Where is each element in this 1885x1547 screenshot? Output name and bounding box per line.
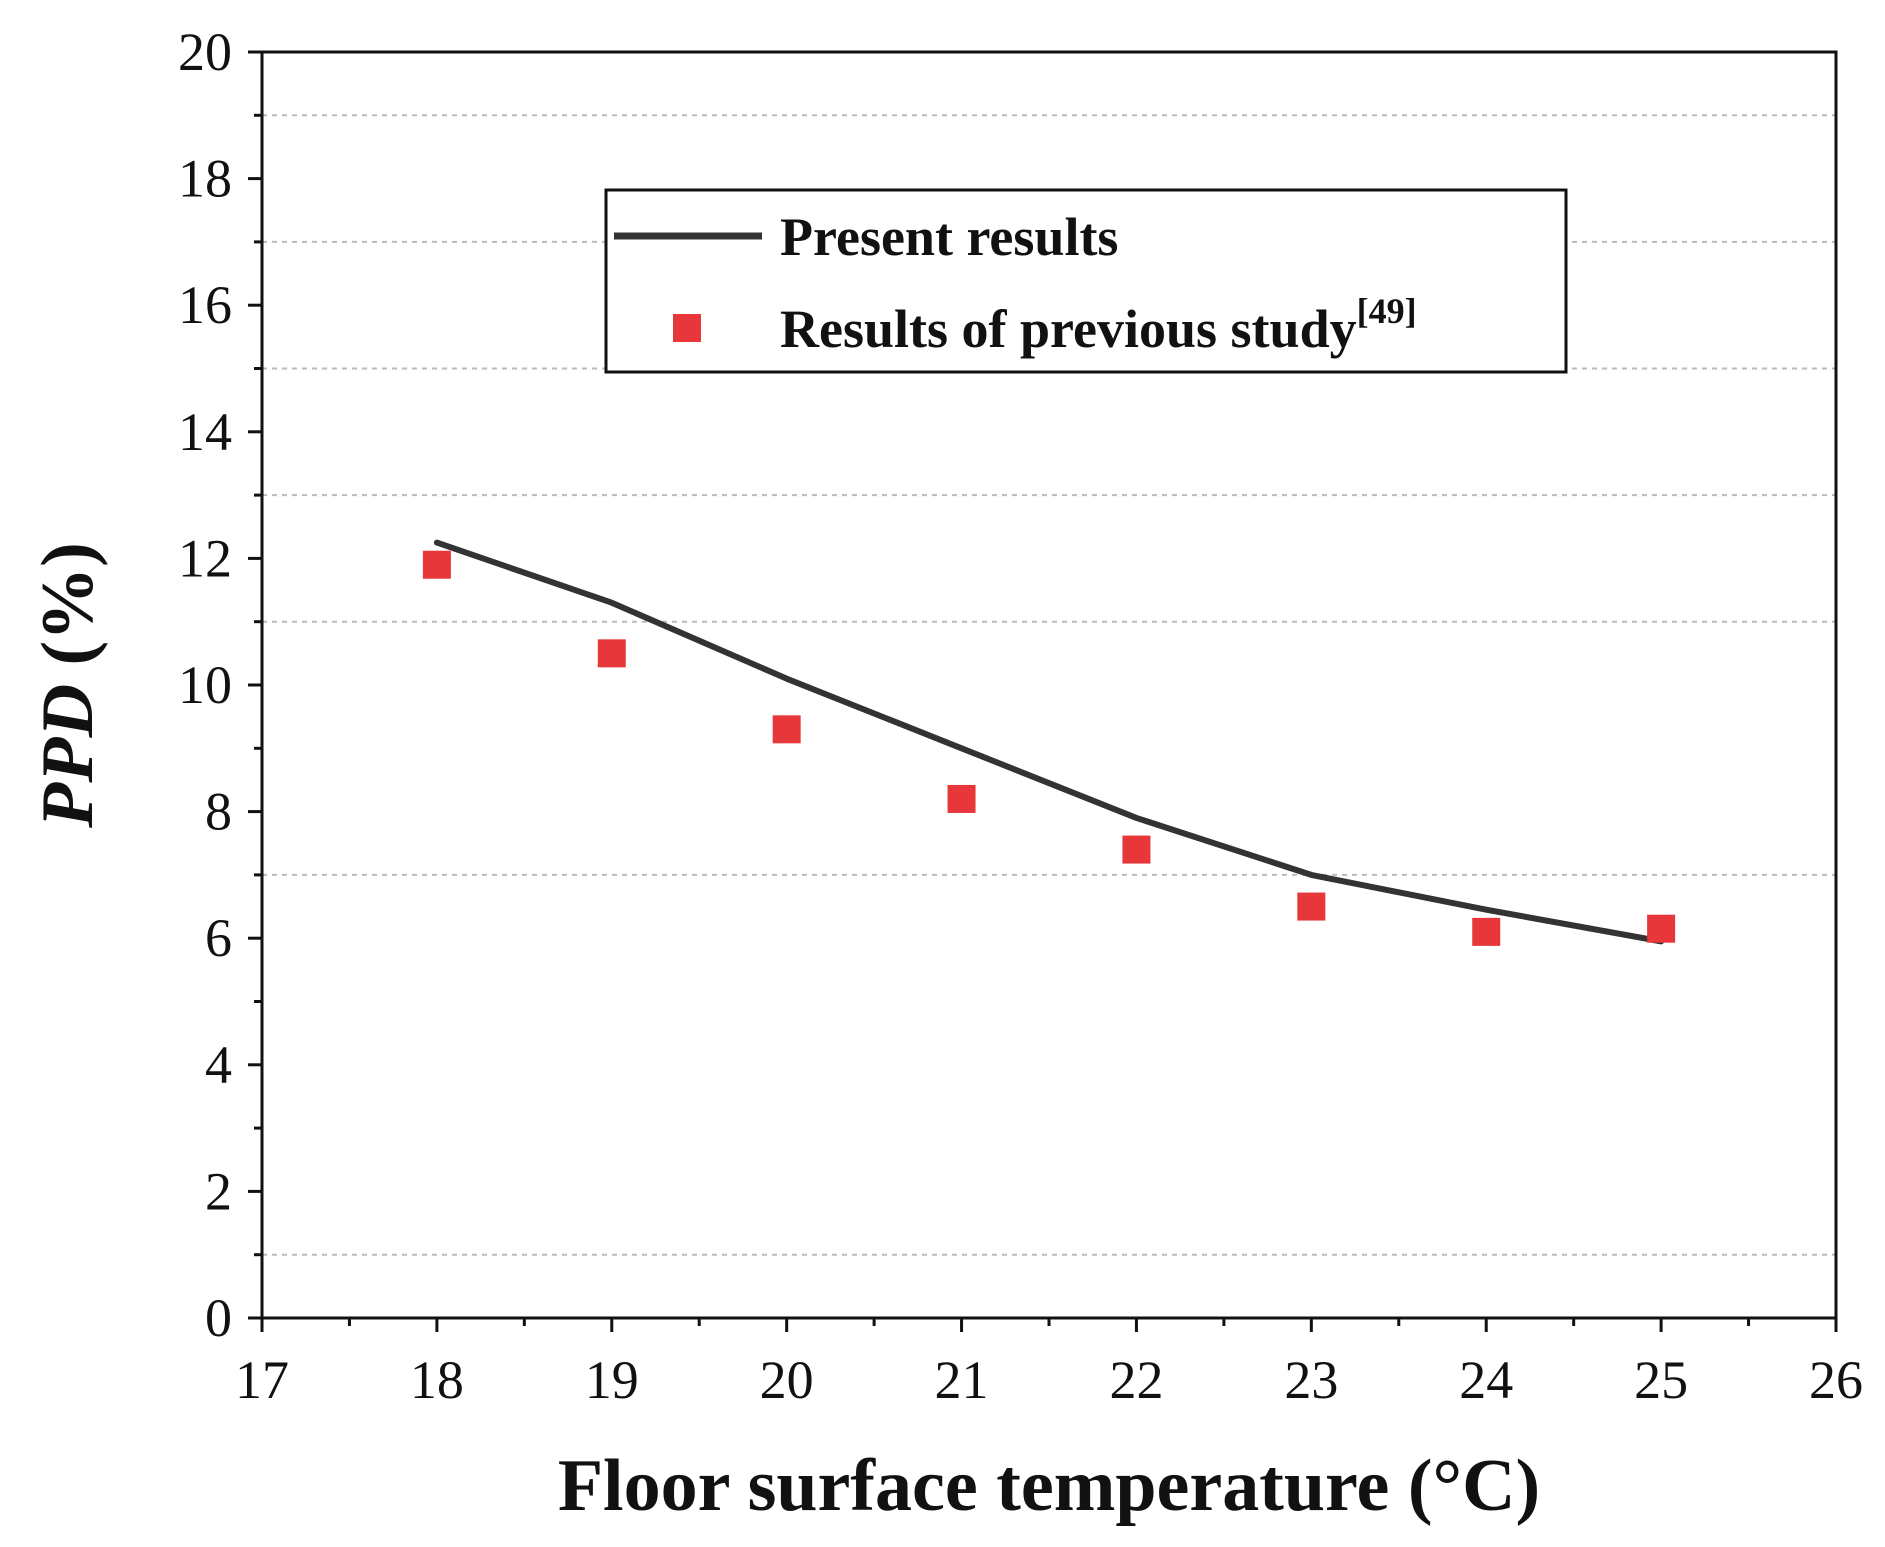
x-tick-label: 17 bbox=[235, 1350, 289, 1410]
y-axis-title-italic: PPD bbox=[27, 684, 109, 829]
previous-study-point bbox=[772, 715, 801, 744]
x-tick-label: 21 bbox=[935, 1350, 989, 1410]
legend-box bbox=[604, 188, 1568, 374]
y-tick-label: 12 bbox=[178, 528, 232, 588]
y-axis-title-unit: (%) bbox=[27, 542, 109, 684]
y-axis-title: PPD (%) bbox=[27, 542, 109, 829]
legend-label-previous-study-superscript: [49] bbox=[1357, 291, 1417, 331]
plot-frame bbox=[260, 50, 1838, 1320]
x-tick-label: 23 bbox=[1284, 1350, 1338, 1410]
series-layer bbox=[422, 539, 1676, 946]
legend-label-previous-study-text: Results of previous study bbox=[780, 299, 1357, 359]
x-axis-title: Floor surface temperature (°C) bbox=[558, 1445, 1540, 1527]
y-tick-label: 8 bbox=[205, 782, 232, 842]
previous-study-point bbox=[1122, 835, 1151, 864]
y-tick-label: 6 bbox=[205, 908, 232, 968]
y-tick-label: 18 bbox=[178, 149, 232, 209]
previous-study-point bbox=[947, 784, 976, 813]
x-tick-label: 25 bbox=[1634, 1350, 1688, 1410]
x-tick-label: 18 bbox=[410, 1350, 464, 1410]
y-tick-label: 14 bbox=[178, 402, 232, 462]
x-tick-label: 20 bbox=[760, 1350, 814, 1410]
grid-layer bbox=[262, 114, 1836, 1256]
legend: Present results Results of previous stud… bbox=[604, 188, 1568, 374]
y-tick-label: 10 bbox=[178, 655, 232, 715]
x-tick-label: 24 bbox=[1459, 1350, 1513, 1410]
legend-marker-square bbox=[673, 314, 701, 342]
previous-study-point bbox=[597, 639, 626, 668]
legend-label-previous-study: Results of previous study[49] bbox=[780, 291, 1417, 359]
previous-study-point bbox=[1297, 892, 1326, 921]
previous-study-point bbox=[422, 550, 451, 579]
x-tick-label: 26 bbox=[1809, 1350, 1863, 1410]
present-results-line bbox=[433, 539, 1665, 945]
previous-study-point bbox=[1647, 914, 1676, 943]
y-tick-label: 0 bbox=[205, 1288, 232, 1348]
y-tick-label: 4 bbox=[205, 1035, 232, 1095]
previous-study-point bbox=[1472, 917, 1501, 946]
x-tick-label: 19 bbox=[585, 1350, 639, 1410]
y-tick-label: 20 bbox=[178, 22, 232, 82]
y-tick-label: 2 bbox=[205, 1161, 232, 1221]
legend-label-present-results: Present results bbox=[780, 207, 1118, 267]
y-tick-label: 16 bbox=[178, 275, 232, 335]
x-tick-label: 22 bbox=[1109, 1350, 1163, 1410]
